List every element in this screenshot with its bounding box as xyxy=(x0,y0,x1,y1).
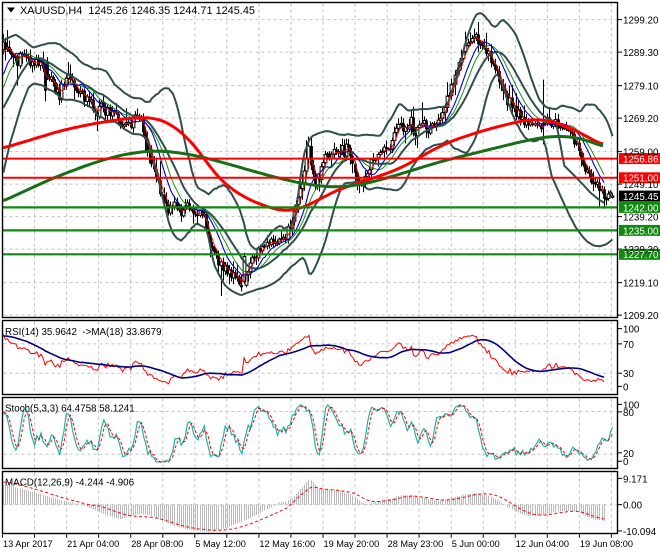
svg-text:1229.30: 1229.30 xyxy=(623,245,659,256)
svg-text:1269.20: 1269.20 xyxy=(623,114,659,125)
svg-text:0.00: 0.00 xyxy=(623,501,643,512)
svg-text:1219.10: 1219.10 xyxy=(623,279,659,290)
svg-text:70: 70 xyxy=(623,340,634,351)
svg-text:1209.20: 1209.20 xyxy=(623,311,659,322)
svg-text:XAUUSD,H4 1245.26 1246.35 124: XAUUSD,H4 1245.26 1246.35 1244.71 1245.4… xyxy=(20,5,255,17)
svg-text:1289.30: 1289.30 xyxy=(623,48,659,59)
svg-text:MACD(12,26,9) -4.244 -4.906: MACD(12,26,9) -4.244 -4.906 xyxy=(5,477,135,488)
svg-text:1259.00: 1259.00 xyxy=(623,148,659,159)
svg-text:RSI(14) 35.9642 ->MA(18) 33.8: RSI(14) 35.9642 ->MA(18) 33.8679 xyxy=(5,327,162,338)
svg-text:13 Apr 2017: 13 Apr 2017 xyxy=(3,539,53,549)
svg-text:12 Jun 04:00: 12 Jun 04:00 xyxy=(516,539,569,549)
svg-text:19 Jun 08:00: 19 Jun 08:00 xyxy=(580,539,633,549)
svg-text:5 Jun 00:00: 5 Jun 00:00 xyxy=(452,539,500,549)
svg-text:1251.00: 1251.00 xyxy=(623,174,659,185)
svg-text:21 Apr 04:00: 21 Apr 04:00 xyxy=(67,539,119,549)
svg-text:Stoch(5,3,3) 64.4758 58.1241: Stoch(5,3,3) 64.4758 58.1241 xyxy=(5,403,135,414)
svg-text:100: 100 xyxy=(623,400,640,411)
svg-text:1279.10: 1279.10 xyxy=(623,82,659,93)
svg-text:28 Apr 08:00: 28 Apr 08:00 xyxy=(131,539,183,549)
svg-text:1249.10: 1249.10 xyxy=(623,180,659,191)
svg-text:-10.094: -10.094 xyxy=(623,527,657,538)
svg-text:1227.70: 1227.70 xyxy=(623,250,659,261)
svg-text:1239.20: 1239.20 xyxy=(623,213,659,224)
svg-text:1242.00: 1242.00 xyxy=(623,203,659,214)
svg-text:1299.20: 1299.20 xyxy=(623,16,659,27)
svg-text:0: 0 xyxy=(623,382,629,393)
svg-text:20: 20 xyxy=(623,449,634,460)
svg-text:80: 80 xyxy=(623,408,634,419)
svg-text:1256.86: 1256.86 xyxy=(623,155,659,166)
svg-text:5 May 12:00: 5 May 12:00 xyxy=(195,539,246,549)
svg-text:19 May 20:00: 19 May 20:00 xyxy=(324,539,380,549)
svg-text:9.171: 9.171 xyxy=(623,474,648,485)
svg-text:1245.45: 1245.45 xyxy=(623,192,659,203)
svg-text:1235.00: 1235.00 xyxy=(623,226,659,237)
svg-text:12 May 16:00: 12 May 16:00 xyxy=(259,539,315,549)
svg-text:0: 0 xyxy=(623,457,629,468)
svg-text:30: 30 xyxy=(623,369,634,380)
svg-text:28 May 23:00: 28 May 23:00 xyxy=(388,539,444,549)
svg-text:100: 100 xyxy=(623,325,640,336)
